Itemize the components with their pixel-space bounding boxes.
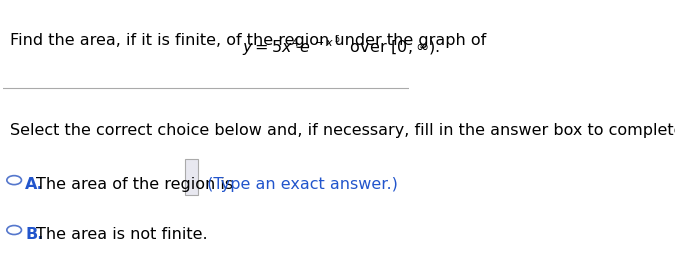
Text: The area is not finite.: The area is not finite.	[36, 226, 208, 241]
Text: Select the correct choice below and, if necessary, fill in the answer box to com: Select the correct choice below and, if …	[10, 122, 675, 137]
Text: B.: B.	[25, 226, 43, 241]
Text: (Type an exact answer.): (Type an exact answer.)	[202, 177, 398, 192]
Text: A.: A.	[25, 177, 44, 192]
Text: Find the area, if it is finite, of the region under the graph of: Find the area, if it is finite, of the r…	[10, 33, 491, 47]
Text: $y = 5x^4 e^{\,-x^{\,5}}$  over $[0,\infty).$: $y = 5x^4 e^{\,-x^{\,5}}$ over $[0,\inft…	[242, 33, 440, 58]
FancyBboxPatch shape	[185, 159, 198, 195]
Text: The area of the region is: The area of the region is	[36, 177, 233, 192]
